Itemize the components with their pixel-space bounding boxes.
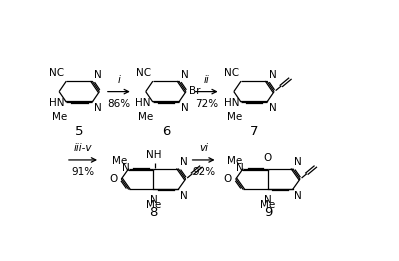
Text: 86%: 86%: [107, 99, 130, 109]
Text: NC: NC: [224, 68, 239, 78]
Text: N: N: [180, 157, 188, 167]
Text: Me: Me: [260, 200, 275, 210]
Text: Me: Me: [138, 111, 154, 122]
Text: NH: NH: [146, 150, 161, 160]
Text: N: N: [150, 195, 157, 205]
Text: Me: Me: [227, 156, 242, 165]
Text: vi: vi: [199, 143, 208, 153]
Text: 6: 6: [162, 125, 170, 138]
Text: 8: 8: [149, 206, 158, 219]
Text: O: O: [223, 174, 232, 184]
Text: N: N: [264, 195, 272, 205]
Text: N: N: [294, 157, 302, 167]
Text: N: N: [94, 103, 102, 113]
Text: Me: Me: [146, 200, 161, 210]
Text: i: i: [117, 75, 120, 85]
Text: 72%: 72%: [195, 99, 218, 109]
Text: 9: 9: [264, 206, 272, 219]
Text: Me: Me: [112, 156, 128, 165]
Text: Me: Me: [52, 111, 67, 122]
Text: N: N: [181, 69, 188, 80]
Text: Me: Me: [227, 111, 242, 122]
Text: N: N: [94, 69, 102, 80]
Text: N: N: [180, 191, 188, 201]
Text: Br: Br: [189, 86, 201, 96]
Text: O: O: [109, 174, 117, 184]
Text: 5: 5: [75, 125, 83, 138]
Text: 7: 7: [250, 125, 258, 138]
Text: N: N: [236, 163, 244, 173]
Text: O: O: [264, 152, 272, 163]
Text: N: N: [181, 103, 188, 113]
Text: 92%: 92%: [192, 167, 215, 177]
Text: 91%: 91%: [71, 167, 95, 177]
Text: NC: NC: [136, 68, 151, 78]
Text: N: N: [269, 69, 277, 80]
Text: ii: ii: [204, 75, 209, 85]
Text: N: N: [122, 163, 130, 173]
Text: NC: NC: [49, 68, 64, 78]
Text: N: N: [269, 103, 277, 113]
Text: HN: HN: [223, 98, 239, 108]
Text: HN: HN: [49, 98, 64, 108]
Text: HN: HN: [136, 98, 151, 108]
Text: iii-v: iii-v: [74, 143, 92, 153]
Text: N: N: [294, 191, 302, 201]
